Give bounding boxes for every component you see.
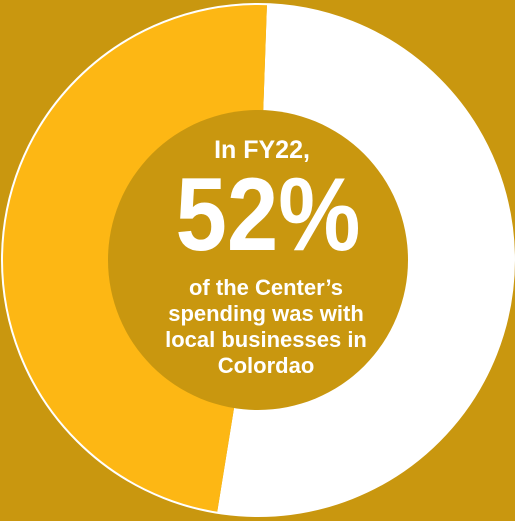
caption-line: of the Center’s [189, 275, 343, 300]
caption-line: Colordao [218, 353, 315, 378]
big-percent: 52% [176, 157, 361, 273]
ring-outline [1, 3, 515, 517]
center-hole [108, 110, 408, 410]
caption-line: local businesses in [165, 327, 367, 352]
caption-line: spending was with [168, 301, 364, 326]
intro-text: In FY22, [214, 136, 310, 164]
